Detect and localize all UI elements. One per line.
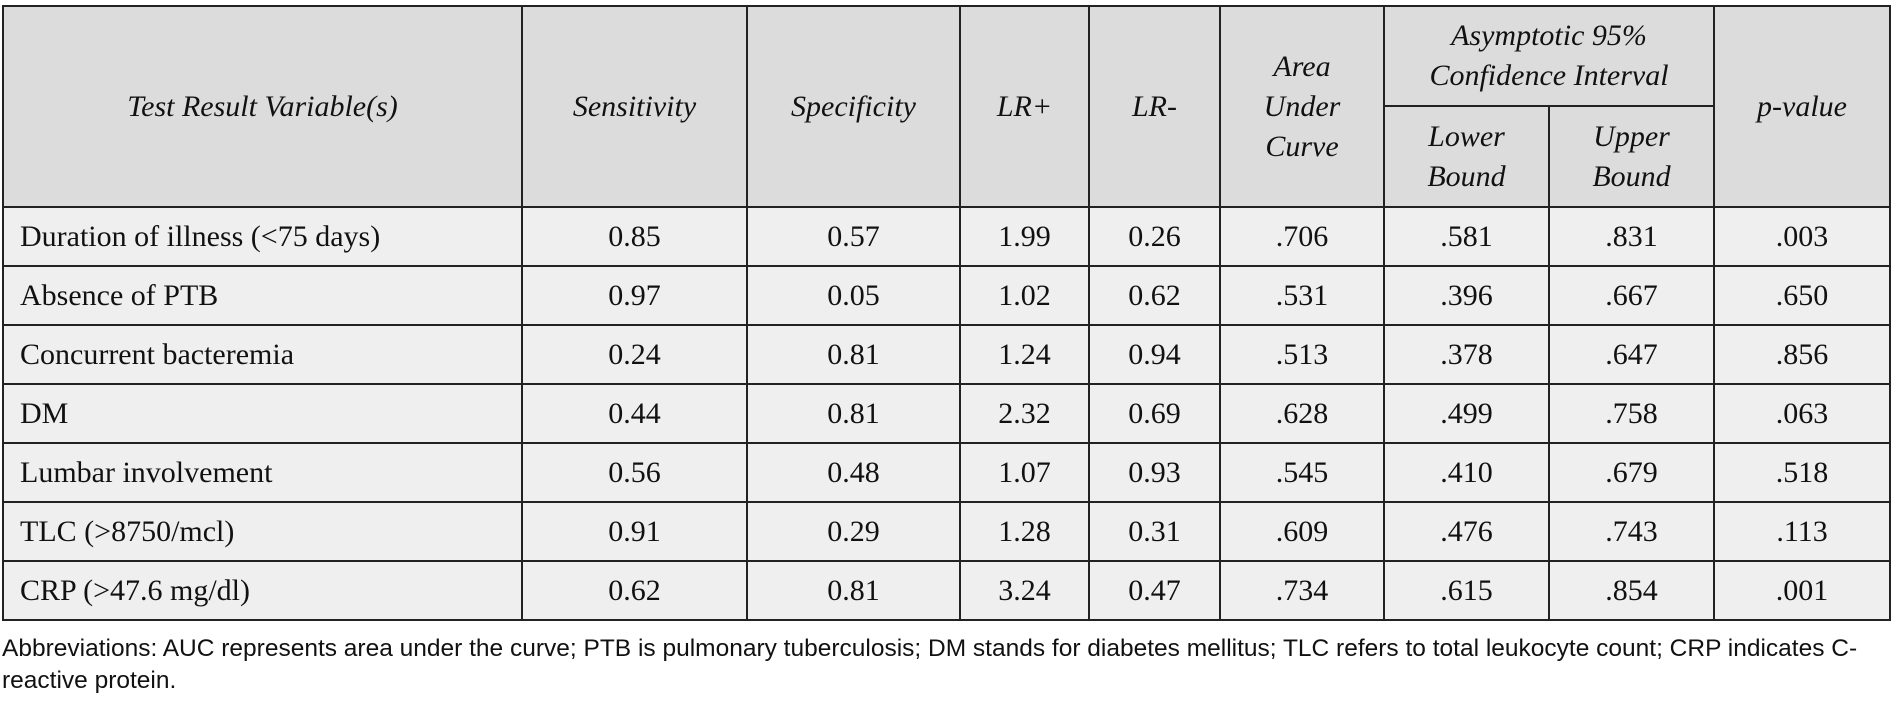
- value-cell: .063: [1713, 383, 1892, 444]
- header-row: Lower Bound Upper Bound: [3, 105, 1890, 208]
- value-cell: .513: [1219, 324, 1385, 385]
- value-cell: .615: [1383, 560, 1550, 621]
- value-cell: 0.57: [746, 206, 961, 267]
- value-cell: 1.07: [959, 442, 1090, 503]
- header-cell: Area Under Curve: [1219, 5, 1385, 208]
- value-cell: .410: [1383, 442, 1550, 503]
- value-cell: 0.31: [1088, 501, 1221, 562]
- value-cell: .476: [1383, 501, 1550, 562]
- value-cell: 0.85: [521, 206, 748, 267]
- row-label: Lumbar involvement: [2, 442, 523, 503]
- header-cell: p-value: [1713, 5, 1892, 208]
- value-cell: .758: [1547, 383, 1716, 444]
- value-cell: .518: [1713, 442, 1892, 503]
- header-cell: Upper Bound: [1547, 105, 1716, 208]
- value-cell: 0.91: [521, 501, 748, 562]
- value-cell: 0.62: [1088, 265, 1221, 326]
- value-cell: 0.93: [1088, 442, 1221, 503]
- value-cell: .396: [1383, 265, 1550, 326]
- value-cell: .650: [1713, 265, 1892, 326]
- value-cell: 0.81: [746, 560, 961, 621]
- row-label: TLC (>8750/mcl): [2, 501, 523, 562]
- value-cell: 0.29: [746, 501, 961, 562]
- header-cell: Test Result Variable(s): [2, 5, 523, 208]
- value-cell: .854: [1547, 560, 1716, 621]
- value-cell: .581: [1383, 206, 1550, 267]
- value-cell: 1.99: [959, 206, 1090, 267]
- value-cell: .628: [1219, 383, 1385, 444]
- value-cell: 0.44: [521, 383, 748, 444]
- header-cell: Specificity: [746, 5, 961, 208]
- value-cell: .545: [1219, 442, 1385, 503]
- value-cell: .003: [1713, 206, 1892, 267]
- row-label: Duration of illness (<75 days): [2, 206, 523, 267]
- value-cell: .378: [1383, 324, 1550, 385]
- value-cell: .734: [1219, 560, 1385, 621]
- table-row: Duration of illness (<75 days) 0.85 0.57 1.…: [2, 206, 1892, 267]
- value-cell: .113: [1713, 501, 1892, 562]
- value-cell: 1.24: [959, 324, 1090, 385]
- footnote: Abbreviations: AUC represents area under…: [2, 635, 1858, 694]
- value-cell: 0.62: [521, 560, 748, 621]
- value-cell: .831: [1547, 206, 1716, 267]
- value-cell: 1.28: [959, 501, 1090, 562]
- table-row: Lumbar involvement 0.56 0.48 1.07 0.93.545.4…: [2, 442, 1892, 503]
- value-cell: .647: [1547, 324, 1716, 385]
- value-cell: 3.24: [959, 560, 1090, 621]
- value-cell: .856: [1713, 324, 1892, 385]
- value-cell: .609: [1219, 501, 1385, 562]
- value-cell: 0.81: [746, 383, 961, 444]
- header-cell: LR-: [1088, 5, 1221, 208]
- value-cell: .667: [1547, 265, 1716, 326]
- header-cell: Asymptotic 95% Confidence Interval: [1382, 5, 1716, 107]
- table-row: Concurrent bacteremia 0.24 0.81 1.24 0.94.51…: [2, 324, 1892, 385]
- value-cell: 0.56: [521, 442, 748, 503]
- table-row: Absence of PTB 0.97 0.05 1.02 0.62.531.396.6…: [2, 265, 1892, 326]
- header-cell: Lower Bound: [1383, 105, 1550, 208]
- value-cell: 0.26: [1088, 206, 1221, 267]
- value-cell: .499: [1383, 383, 1550, 444]
- table-body: Duration of illness (<75 days) 0.85 0.57 1.…: [2, 206, 1892, 621]
- value-cell: 0.05: [746, 265, 961, 326]
- value-cell: 0.24: [521, 324, 748, 385]
- header-cell: Sensitivity: [521, 5, 748, 208]
- row-label: CRP (>47.6 mg/dl): [2, 560, 523, 621]
- value-cell: 0.47: [1088, 560, 1221, 621]
- table-row: DM 0.44 0.81 2.32 0.69.628.499.758.063: [2, 383, 1892, 444]
- header-cell: LR+: [959, 5, 1090, 208]
- row-label: Concurrent bacteremia: [2, 324, 523, 385]
- value-cell: 0.69: [1088, 383, 1221, 444]
- value-cell: 0.94: [1088, 324, 1221, 385]
- value-cell: 2.32: [959, 383, 1090, 444]
- row-label: DM: [2, 383, 523, 444]
- table-header: Test Result Variable(s) Sensitivity Spec…: [2, 5, 1892, 208]
- value-cell: .743: [1547, 501, 1716, 562]
- row-label: Absence of PTB: [2, 265, 523, 326]
- value-cell: 0.81: [746, 324, 961, 385]
- table-row: CRP (>47.6 mg/dl) 0.62 0.81 3.24 0.47.734.61…: [2, 560, 1892, 621]
- data-table: Test Result Variable(s) Sensitivity Spec…: [2, 5, 1892, 621]
- value-cell: .679: [1547, 442, 1716, 503]
- value-cell: .001: [1713, 560, 1892, 621]
- table-row: TLC (>8750/mcl) 0.91 0.29 1.28 0.31.609.476.…: [2, 501, 1892, 562]
- value-cell: 1.02: [959, 265, 1090, 326]
- header-row: Test Result Variable(s) Sensitivity Spec…: [2, 5, 1892, 208]
- value-cell: 0.97: [521, 265, 748, 326]
- value-cell: 0.48: [746, 442, 961, 503]
- value-cell: .531: [1219, 265, 1385, 326]
- value-cell: .706: [1219, 206, 1385, 267]
